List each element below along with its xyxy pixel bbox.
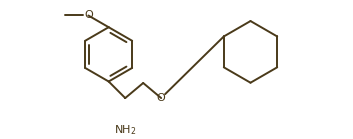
Text: O: O xyxy=(157,93,166,103)
Text: O: O xyxy=(84,11,93,20)
Text: NH$_2$: NH$_2$ xyxy=(114,123,137,136)
